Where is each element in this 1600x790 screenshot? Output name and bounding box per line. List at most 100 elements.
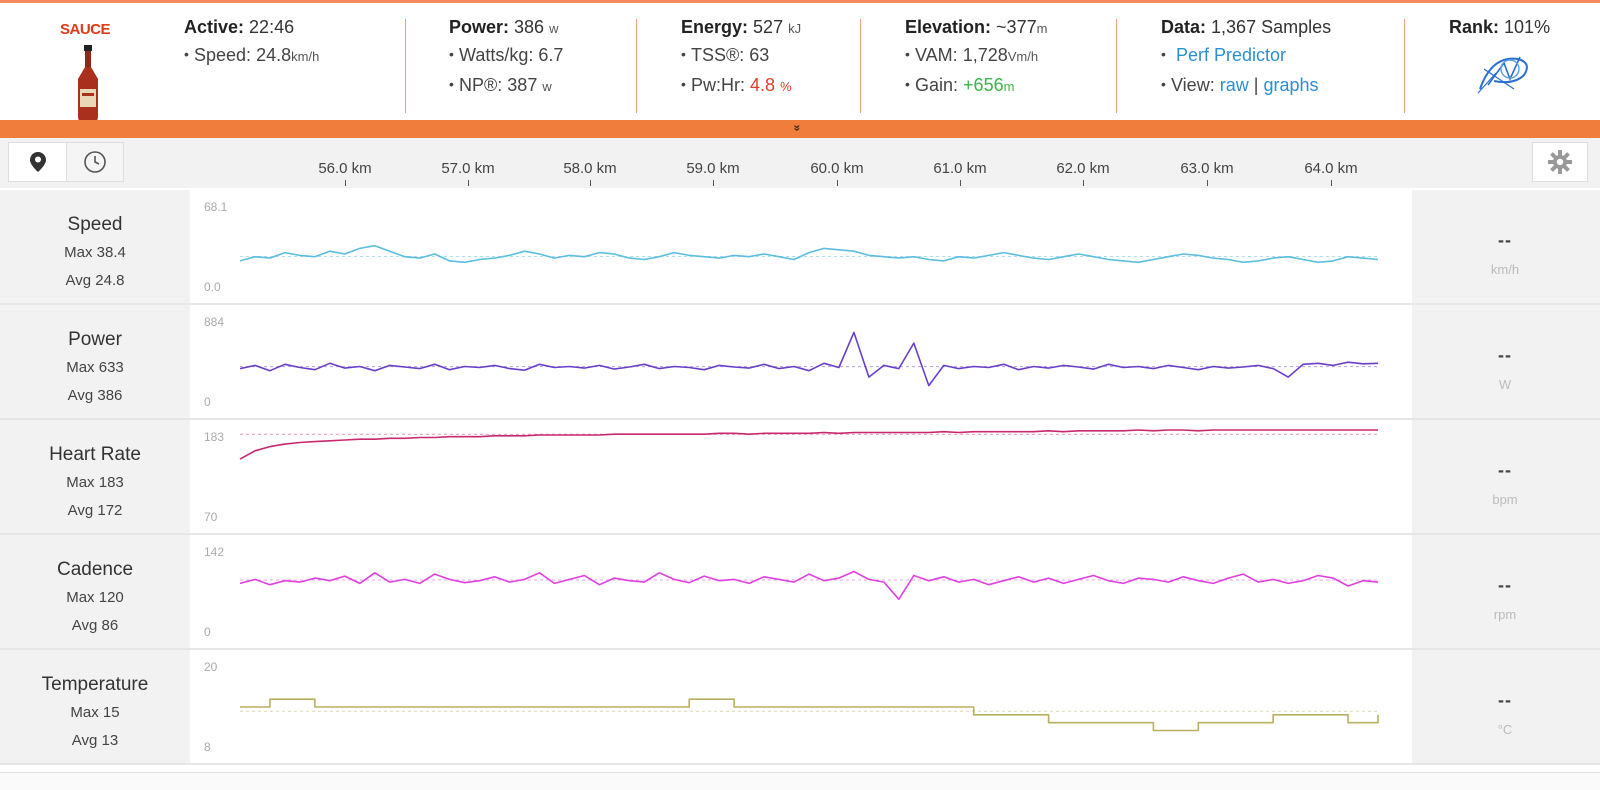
- row-title: Temperature: [41, 674, 149, 695]
- row-title: Heart Rate: [49, 444, 141, 465]
- footer-strip: [0, 772, 1600, 790]
- divider: [636, 19, 637, 113]
- np-label: NP®:: [459, 75, 503, 95]
- axis-tick-label: 58.0 km: [563, 160, 617, 177]
- pwhr-label: Pw:Hr:: [691, 75, 745, 95]
- current-value: --: [1498, 460, 1512, 480]
- axis-tick-mark: [1083, 180, 1084, 186]
- y-max-label: 68.1: [204, 200, 228, 214]
- axis-tick-mark: [837, 180, 838, 186]
- plot-area-power[interactable]: 884 0: [190, 305, 1412, 418]
- map-pin-icon: [29, 152, 46, 172]
- settings-button[interactable]: [1532, 142, 1588, 182]
- speed-value: 24.8: [256, 45, 292, 65]
- np-unit: w: [542, 79, 552, 94]
- y-min-label: 8: [204, 740, 211, 754]
- current-value: --: [1498, 345, 1512, 365]
- series-line-heart-rate: [239, 429, 1378, 460]
- axis-tick-mark: [1331, 180, 1332, 186]
- axis-tick-label: 60.0 km: [810, 160, 864, 177]
- axis-tick-mark: [468, 180, 469, 186]
- y-min-label: 0.0: [204, 280, 221, 294]
- unit-label: °C: [1497, 722, 1513, 737]
- row-max: Max 633: [66, 359, 124, 376]
- row-label: Speed Max 38.4 Avg 24.8: [0, 190, 190, 303]
- series-line-temperature: [240, 698, 1379, 732]
- chart-row-temperature: Temperature Max 15 Avg 13 20 8 -- °C: [0, 650, 1600, 765]
- collapse-bar[interactable]: [0, 120, 1600, 138]
- axis-tick-label: 56.0 km: [318, 160, 372, 177]
- view-separator: |: [1253, 75, 1259, 95]
- rank-badge-icon[interactable]: [1474, 49, 1536, 97]
- y-max-label: 142: [204, 545, 225, 559]
- plot-area-cadence[interactable]: 142 0: [190, 535, 1412, 648]
- active-label: Active:: [184, 17, 245, 37]
- chart-temperature: [240, 698, 1379, 732]
- power-unit: w: [549, 21, 559, 36]
- power-value: 386: [514, 17, 545, 37]
- perf-predictor-link[interactable]: Perf Predictor: [1176, 45, 1287, 65]
- axis-tick-label: 61.0 km: [933, 160, 987, 177]
- row-title: Power: [68, 329, 122, 350]
- pwhr-unit: %: [780, 79, 792, 94]
- row-label: Cadence Max 120 Avg 86: [0, 535, 190, 648]
- axis-tick-mark: [960, 180, 961, 186]
- view-graphs-link[interactable]: graphs: [1263, 75, 1319, 95]
- wkg-label: Watts/kg:: [459, 45, 534, 65]
- time-mode-button[interactable]: [66, 142, 124, 182]
- chart-row-cadence: Cadence Max 120 Avg 86 142 0 -- rpm: [0, 535, 1600, 650]
- unit-label: rpm: [1493, 607, 1517, 622]
- data-group: Data: 1,367 Samples • Perf Predictor • Vi…: [1161, 17, 1332, 95]
- plot-area-heart-rate[interactable]: 183 70: [190, 420, 1412, 533]
- row-max: Max 183: [66, 474, 124, 491]
- row-avg: Avg 13: [71, 732, 119, 749]
- power-group: Power: 386 w • Watts/kg: 6.7 • NP®: 387 w: [449, 17, 564, 95]
- chart-heart-rate: [239, 429, 1378, 460]
- tss-label: TSS®:: [691, 45, 745, 65]
- row-title: Cadence: [56, 559, 134, 580]
- gain-unit: m: [1003, 79, 1015, 94]
- axis-tick-label: 64.0 km: [1304, 160, 1358, 177]
- vam-value: 1,728: [962, 45, 1008, 65]
- y-min-label: 70: [204, 510, 218, 524]
- row-max: Max 120: [66, 589, 124, 606]
- speed-unit: km/h: [291, 49, 320, 64]
- sauce-bottle-icon: [78, 45, 98, 121]
- plot-area-speed[interactable]: 68.1 0.0: [190, 190, 1412, 303]
- gain-value: +656: [963, 75, 1004, 95]
- series-line-power: [239, 331, 1379, 387]
- elevation-label: Elevation:: [905, 17, 992, 37]
- axis-tick-mark: [345, 180, 346, 186]
- vam-label: VAM:: [915, 45, 958, 65]
- elevation-unit: m: [1036, 21, 1048, 36]
- axis-tick-mark: [1207, 180, 1208, 186]
- series-line-cadence: [239, 570, 1379, 601]
- view-raw-link[interactable]: raw: [1219, 75, 1249, 95]
- logo-text: SAUCE: [60, 21, 111, 38]
- row-title: Speed: [67, 214, 123, 235]
- y-min-label: 0: [204, 625, 211, 639]
- stats-bar: SAUCE Active: 22:46 • Speed: 24.8km/h Pow…: [0, 3, 1600, 121]
- power-label: Power:: [449, 17, 510, 37]
- divider: [1404, 19, 1405, 113]
- row-avg: Avg 86: [71, 617, 119, 634]
- collapse-chevron-icon[interactable]: »: [790, 124, 805, 132]
- distance-mode-button[interactable]: [8, 142, 66, 182]
- plot-area-temperature[interactable]: 20 8: [190, 650, 1412, 763]
- chart-toolbar: 56.0 km 57.0 km 58.0 km 59.0 km 60.0 km 61.0 …: [0, 138, 1600, 188]
- wkg-value: 6.7: [538, 45, 564, 65]
- chart-row-heart-rate: Heart Rate Max 183 Avg 172 183 70 -- bpm: [0, 420, 1600, 535]
- elevation-group: Elevation: ~377m • VAM: 1,728Vm/h • Gain: …: [905, 17, 1048, 95]
- row-avg: Avg 172: [67, 502, 123, 519]
- current-value: --: [1498, 230, 1512, 250]
- data-value: 1,367 Samples: [1211, 17, 1332, 37]
- y-max-label: 884: [204, 315, 225, 329]
- vam-unit: Vm/h: [1007, 49, 1039, 64]
- unit-label: W: [1498, 377, 1512, 392]
- sauce-logo[interactable]: SAUCE: [40, 17, 140, 121]
- active-value: 22:46: [249, 17, 295, 37]
- series-line-speed: [239, 244, 1379, 264]
- top-accent-line: [0, 0, 1600, 3]
- row-avg: Avg 386: [67, 387, 123, 404]
- unit-label: bpm: [1492, 492, 1518, 507]
